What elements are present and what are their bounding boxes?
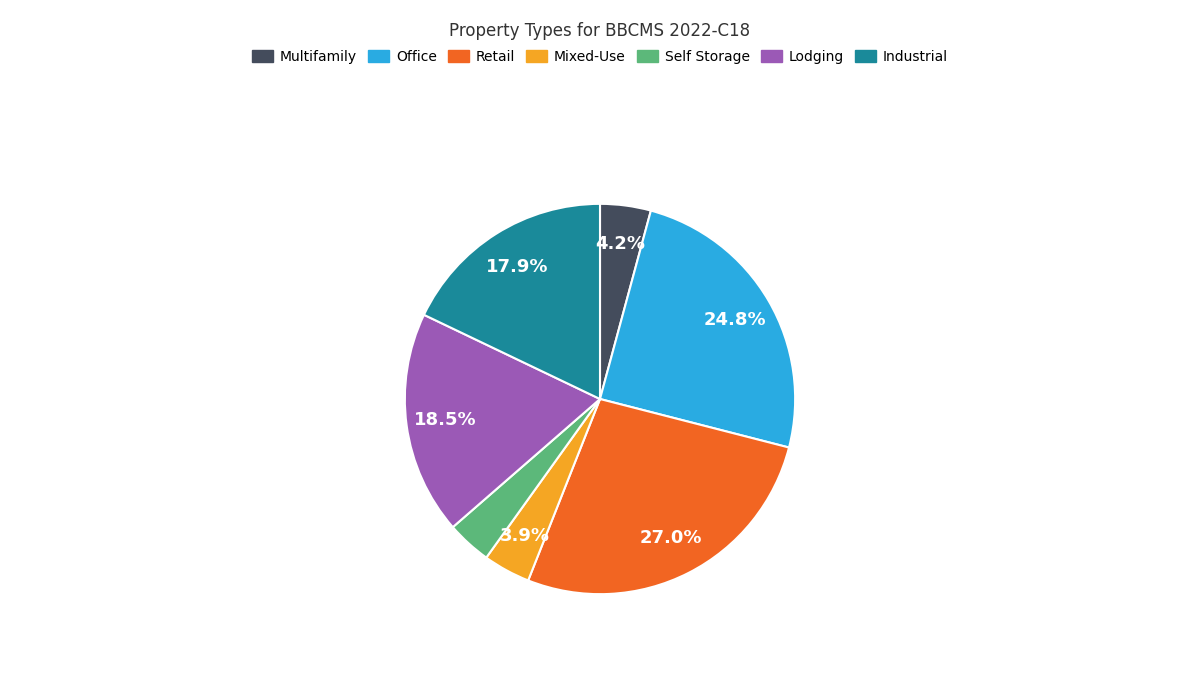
Wedge shape	[486, 399, 600, 580]
Text: 24.8%: 24.8%	[703, 312, 766, 330]
Legend: Multifamily, Office, Retail, Mixed-Use, Self Storage, Lodging, Industrial: Multifamily, Office, Retail, Mixed-Use, …	[247, 44, 953, 69]
Text: 4.2%: 4.2%	[595, 235, 646, 253]
Text: 17.9%: 17.9%	[486, 258, 548, 276]
Wedge shape	[600, 211, 796, 447]
Wedge shape	[452, 399, 600, 558]
Text: 18.5%: 18.5%	[414, 411, 476, 429]
Text: 3.9%: 3.9%	[500, 527, 551, 545]
Wedge shape	[600, 204, 650, 399]
Wedge shape	[424, 204, 600, 399]
Text: 27.0%: 27.0%	[640, 529, 702, 547]
Title: Property Types for BBCMS 2022-C18: Property Types for BBCMS 2022-C18	[450, 22, 750, 40]
Wedge shape	[528, 399, 790, 594]
Wedge shape	[404, 315, 600, 527]
